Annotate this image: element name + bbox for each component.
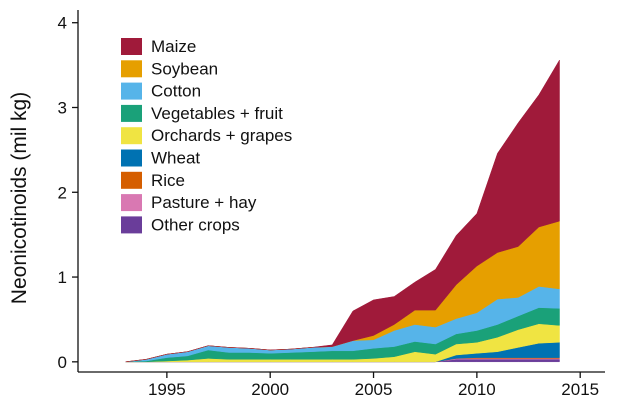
legend-swatch-soybean	[121, 60, 142, 78]
legend-label-vegetables-fruit: Vegetables + fruit	[151, 104, 283, 123]
area-maize	[125, 59, 560, 363]
y-tick-label: 2	[58, 183, 67, 202]
legend-label-maize: Maize	[151, 37, 196, 56]
y-tick-label: 1	[58, 268, 67, 287]
y-tick-label: 3	[58, 98, 67, 117]
legend-swatch-orchards-grapes	[121, 127, 142, 145]
x-tick-label: 2015	[561, 380, 599, 399]
y-tick-label: 0	[58, 353, 67, 372]
legend-swatch-maize	[121, 38, 142, 55]
legend-label-other-crops: Other crops	[151, 215, 240, 234]
x-tick-label: 2005	[355, 380, 393, 399]
legend-swatch-pasture-hay	[121, 194, 142, 212]
legend-swatch-wheat	[121, 149, 142, 167]
legend-label-wheat: Wheat	[151, 149, 200, 168]
x-tick-label: 1995	[148, 380, 186, 399]
x-tick-label: 2000	[251, 380, 289, 399]
legend-label-pasture-hay: Pasture + hay	[151, 193, 257, 212]
legend-label-rice: Rice	[151, 171, 185, 190]
x-axis-ticks: 1995 2000 2005 2010 2015	[148, 372, 599, 399]
y-axis-ticks: 0 1 2 3 4	[58, 14, 78, 372]
legend-label-orchards-grapes: Orchards + grapes	[151, 126, 292, 145]
legend-label-cotton: Cotton	[151, 82, 201, 101]
area-series-group	[125, 59, 560, 363]
x-tick-label: 2010	[458, 380, 496, 399]
legend-label-soybean: Soybean	[151, 59, 218, 78]
legend-swatch-rice	[121, 171, 142, 189]
y-axis-title: Neonicotinoids (mil kg)	[8, 92, 31, 304]
legend-swatch-vegetables-fruit	[121, 104, 142, 122]
legend-swatch-cotton	[121, 82, 142, 100]
legend: Maize Soybean Cotton Vegetables + fruit Orch…	[121, 37, 292, 234]
legend-swatch-other-crops	[121, 216, 142, 234]
y-tick-label: 4	[58, 14, 67, 33]
